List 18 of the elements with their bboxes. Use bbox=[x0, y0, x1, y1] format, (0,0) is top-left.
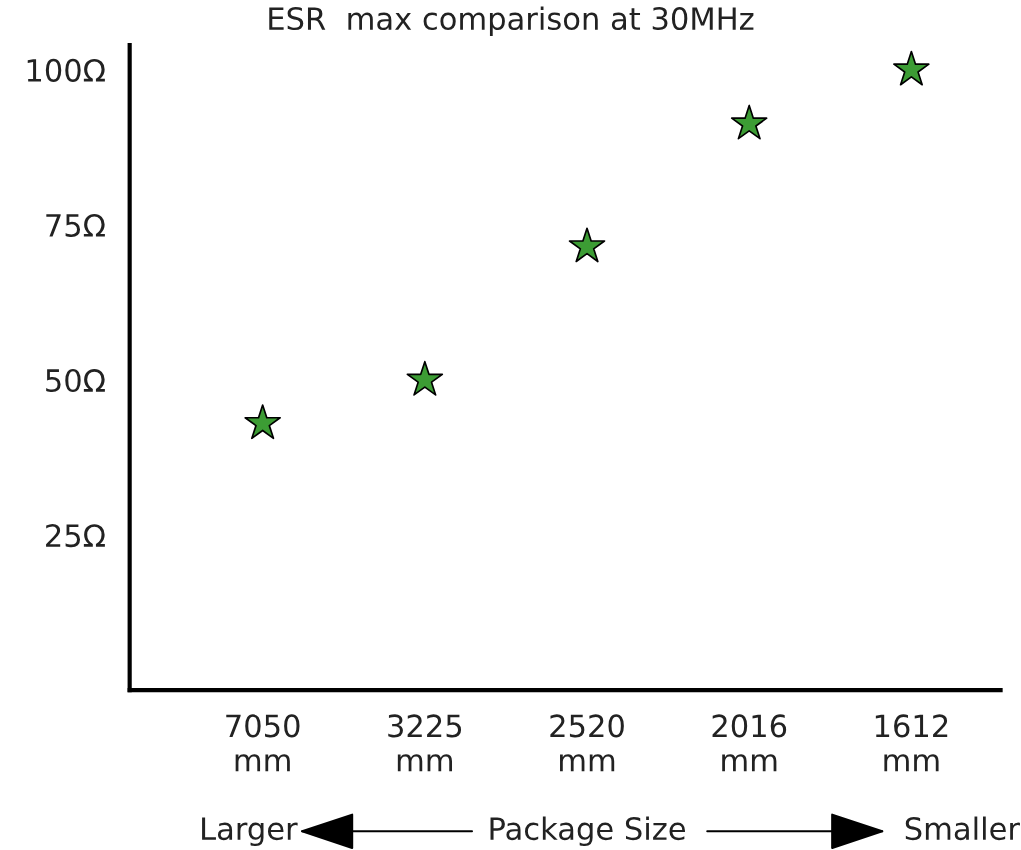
point bbox=[406, 360, 444, 396]
y-tick-label: 50Ω bbox=[46, 368, 105, 393]
x-tick-label: 7050 mm bbox=[226, 714, 300, 772]
y-tick-label: 25Ω bbox=[46, 524, 105, 548]
text: Smaller bbox=[905, 816, 1020, 841]
x-tick-label: 2016 mm bbox=[712, 714, 787, 772]
y-tick-label: 100Ω bbox=[27, 58, 105, 82]
point bbox=[730, 104, 768, 140]
x-tick-label: 1612 mm bbox=[875, 714, 948, 772]
x-tick-label: 2520 mm bbox=[550, 714, 624, 772]
x-tick-label: 3225 mm bbox=[388, 714, 462, 772]
point bbox=[244, 404, 281, 440]
chart-title: ESR max comparison at 30MHz bbox=[269, 6, 754, 37]
y-tick-label: 75Ω bbox=[46, 214, 105, 237]
point bbox=[893, 50, 930, 86]
x-axis-title: Package Size bbox=[490, 816, 685, 847]
text: Larger bbox=[202, 817, 298, 847]
point bbox=[568, 227, 606, 263]
